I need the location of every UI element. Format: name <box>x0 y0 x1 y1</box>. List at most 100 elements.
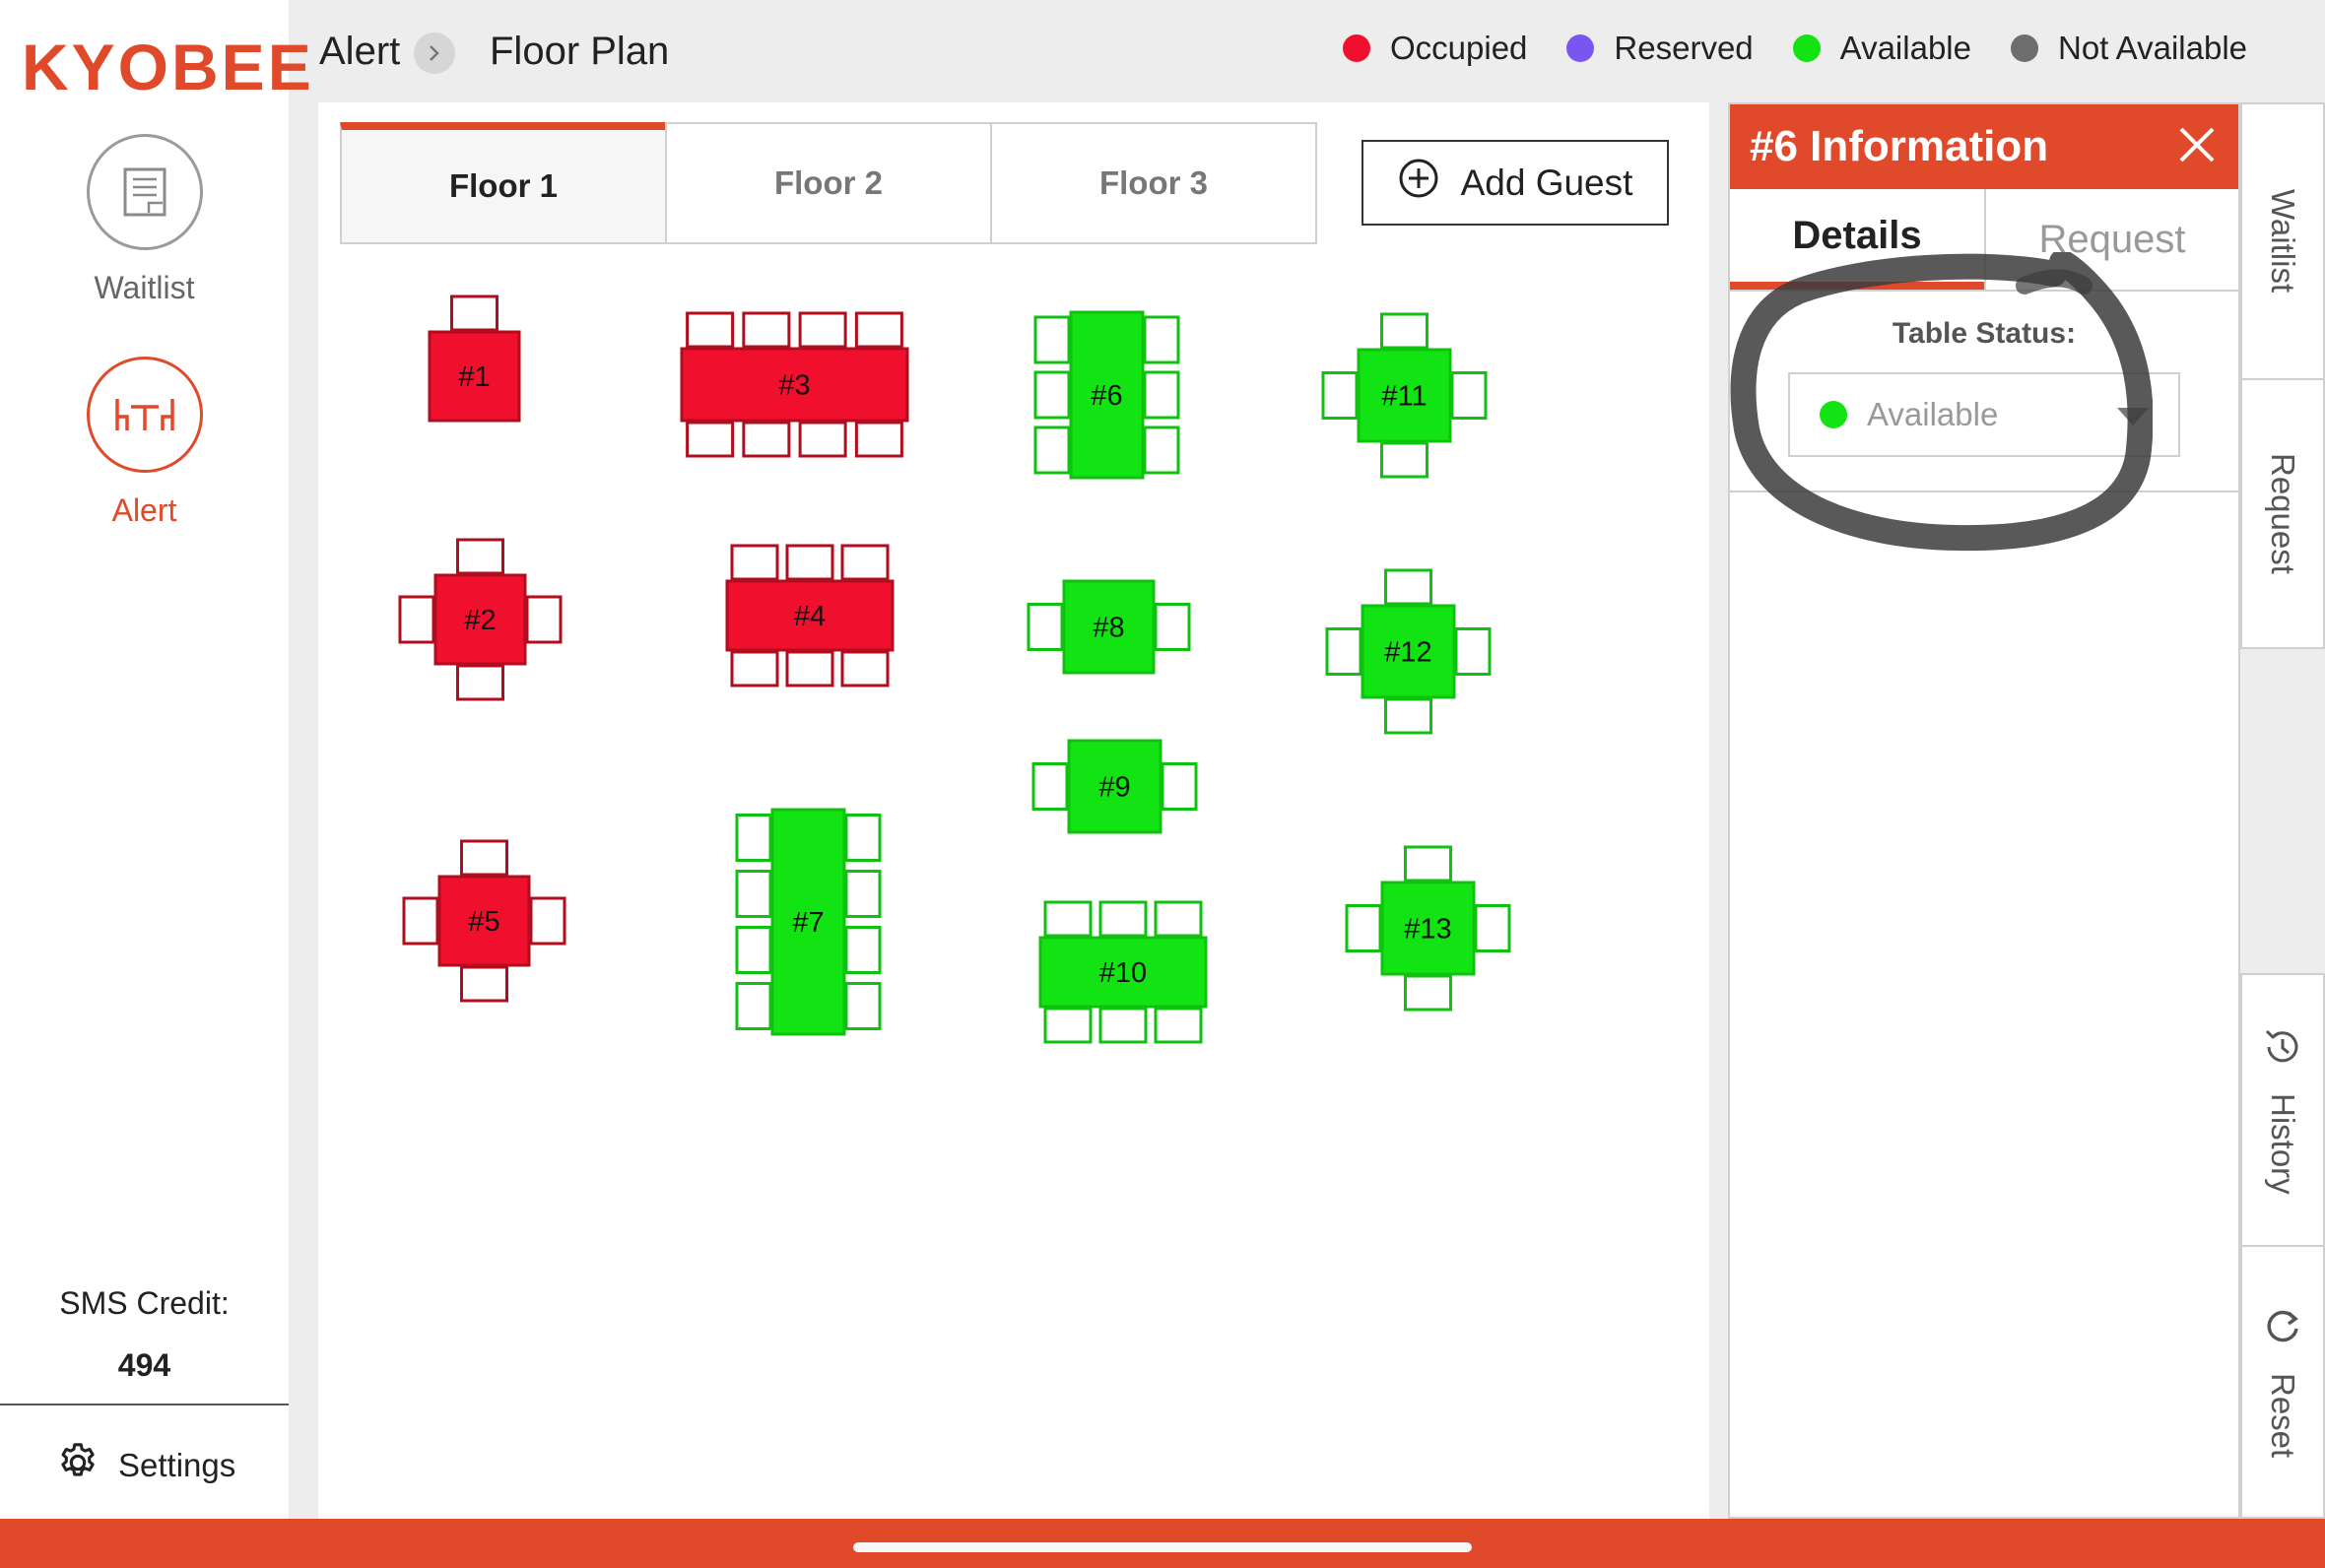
close-icon[interactable] <box>2177 125 2217 169</box>
add-guest-label: Add Guest <box>1460 162 1633 203</box>
plus-circle-icon <box>1398 158 1439 208</box>
table-label: #8 <box>1093 613 1124 644</box>
chair <box>529 896 566 946</box>
floor-plan-panel: #1 #2 #3 #4 #5 #6 #7 #8 #9 #10 #11 #12 #13 Floor 1 F… <box>318 102 1709 1519</box>
table-13[interactable]: #13 <box>1380 881 1476 976</box>
table-5[interactable]: #5 <box>437 875 531 967</box>
chair <box>844 926 882 974</box>
tab-floor-2[interactable]: Floor 2 <box>665 122 992 244</box>
table-body[interactable] <box>770 808 846 1036</box>
side-tab-reset[interactable]: Reset <box>2240 1245 2325 1519</box>
chair <box>460 965 508 1003</box>
table-status-select[interactable]: Available <box>1788 372 2180 457</box>
table-10[interactable]: #10 <box>1038 936 1208 1009</box>
tab-floor-1[interactable]: Floor 1 <box>340 122 667 244</box>
legend-label: Occupied <box>1390 30 1528 66</box>
status-dot <box>1820 401 1847 428</box>
table-body[interactable] <box>1361 604 1456 699</box>
table-body[interactable] <box>1069 310 1145 480</box>
table-body[interactable] <box>1067 739 1162 834</box>
chair <box>798 311 847 349</box>
table-label: #12 <box>1384 637 1431 669</box>
side-tab-history[interactable]: History <box>2240 973 2325 1247</box>
table-label: #9 <box>1098 772 1130 804</box>
legend-dot <box>2010 34 2038 62</box>
chair <box>1474 904 1511 952</box>
settings-button[interactable]: Settings <box>55 1440 235 1490</box>
side-tab-label: Reset <box>2265 1373 2301 1459</box>
chair <box>1033 315 1071 364</box>
sidebar-item-label: Alert <box>111 492 177 528</box>
table-9[interactable]: #9 <box>1067 739 1162 834</box>
chair <box>1143 315 1180 364</box>
legend-dot <box>1792 34 1821 62</box>
table-status-value: Available <box>1867 396 1999 432</box>
table-3[interactable]: #3 <box>680 347 909 423</box>
chair <box>1154 900 1203 938</box>
chair <box>735 870 772 918</box>
chair <box>854 421 903 458</box>
table-1[interactable]: #1 <box>428 330 521 423</box>
chair <box>402 896 439 946</box>
add-guest-button[interactable]: Add Guest <box>1362 140 1669 226</box>
status-legend: Occupied Reserved Available Not Availabl… <box>1343 30 2287 67</box>
chair <box>1384 568 1432 606</box>
table-body[interactable] <box>680 347 909 423</box>
chair <box>742 421 791 458</box>
chair <box>1027 603 1064 651</box>
app-logo: KYOBEE <box>22 31 314 103</box>
table-8[interactable]: #8 <box>1062 579 1156 675</box>
chair <box>450 294 498 332</box>
table-12[interactable]: #12 <box>1361 604 1456 699</box>
side-tab-waitlist[interactable]: Waitlist <box>2240 102 2325 380</box>
table-label: #6 <box>1091 380 1122 412</box>
legend-label: Available <box>1839 30 1971 66</box>
floor-plan-canvas: #1 #2 #3 #4 #5 #6 #7 #8 #9 #10 #11 #12 #13 <box>398 294 1511 1044</box>
table-body[interactable] <box>1038 936 1208 1009</box>
chair <box>1380 312 1428 350</box>
table-body[interactable] <box>1357 348 1452 443</box>
sidebar-item-waitlist[interactable]: Waitlist <box>0 134 289 306</box>
chair <box>460 839 508 877</box>
chair <box>1033 425 1071 475</box>
sms-credit-label: SMS Credit: <box>59 1285 230 1321</box>
side-tab-label: Waitlist <box>2265 189 2301 294</box>
breadcrumb-alert[interactable]: Alert <box>319 30 401 73</box>
chair <box>1143 370 1180 420</box>
table-11[interactable]: #11 <box>1357 348 1452 443</box>
chair <box>1454 627 1492 676</box>
legend-label: Not Available <box>2057 30 2248 66</box>
table-2[interactable]: #2 <box>433 573 527 666</box>
table-label: #2 <box>464 605 496 636</box>
side-tab-label: History <box>2265 1093 2301 1195</box>
tab-floor-3[interactable]: Floor 3 <box>990 122 1317 244</box>
legend-occupied: Occupied <box>1343 30 1527 67</box>
chair <box>1143 425 1180 475</box>
chair <box>686 311 735 349</box>
chair <box>742 311 791 349</box>
table-body[interactable] <box>437 875 531 967</box>
chair <box>1321 371 1359 420</box>
sidebar-item-alert[interactable]: Alert <box>0 357 289 529</box>
chair <box>1384 697 1432 735</box>
table-body[interactable] <box>1062 579 1156 675</box>
table-label: #5 <box>468 906 499 938</box>
chair <box>1380 441 1428 479</box>
table-6[interactable]: #6 <box>1069 310 1145 480</box>
info-header: #6 Information <box>1730 104 2238 189</box>
table-7[interactable]: #7 <box>770 808 846 1036</box>
table-4[interactable]: #4 <box>725 579 895 652</box>
chair <box>798 421 847 458</box>
side-tab-request[interactable]: Request <box>2240 378 2325 649</box>
sms-credit-value: 494 <box>117 1347 171 1383</box>
table-body[interactable] <box>433 573 527 666</box>
chair <box>844 814 882 862</box>
table-body[interactable] <box>428 330 521 423</box>
annotation-circle <box>1730 252 2153 552</box>
chair <box>854 311 903 349</box>
table-body[interactable] <box>725 579 895 652</box>
chair <box>1154 603 1191 651</box>
chair <box>1043 900 1093 938</box>
table-body[interactable] <box>1380 881 1476 976</box>
chair <box>840 650 890 687</box>
